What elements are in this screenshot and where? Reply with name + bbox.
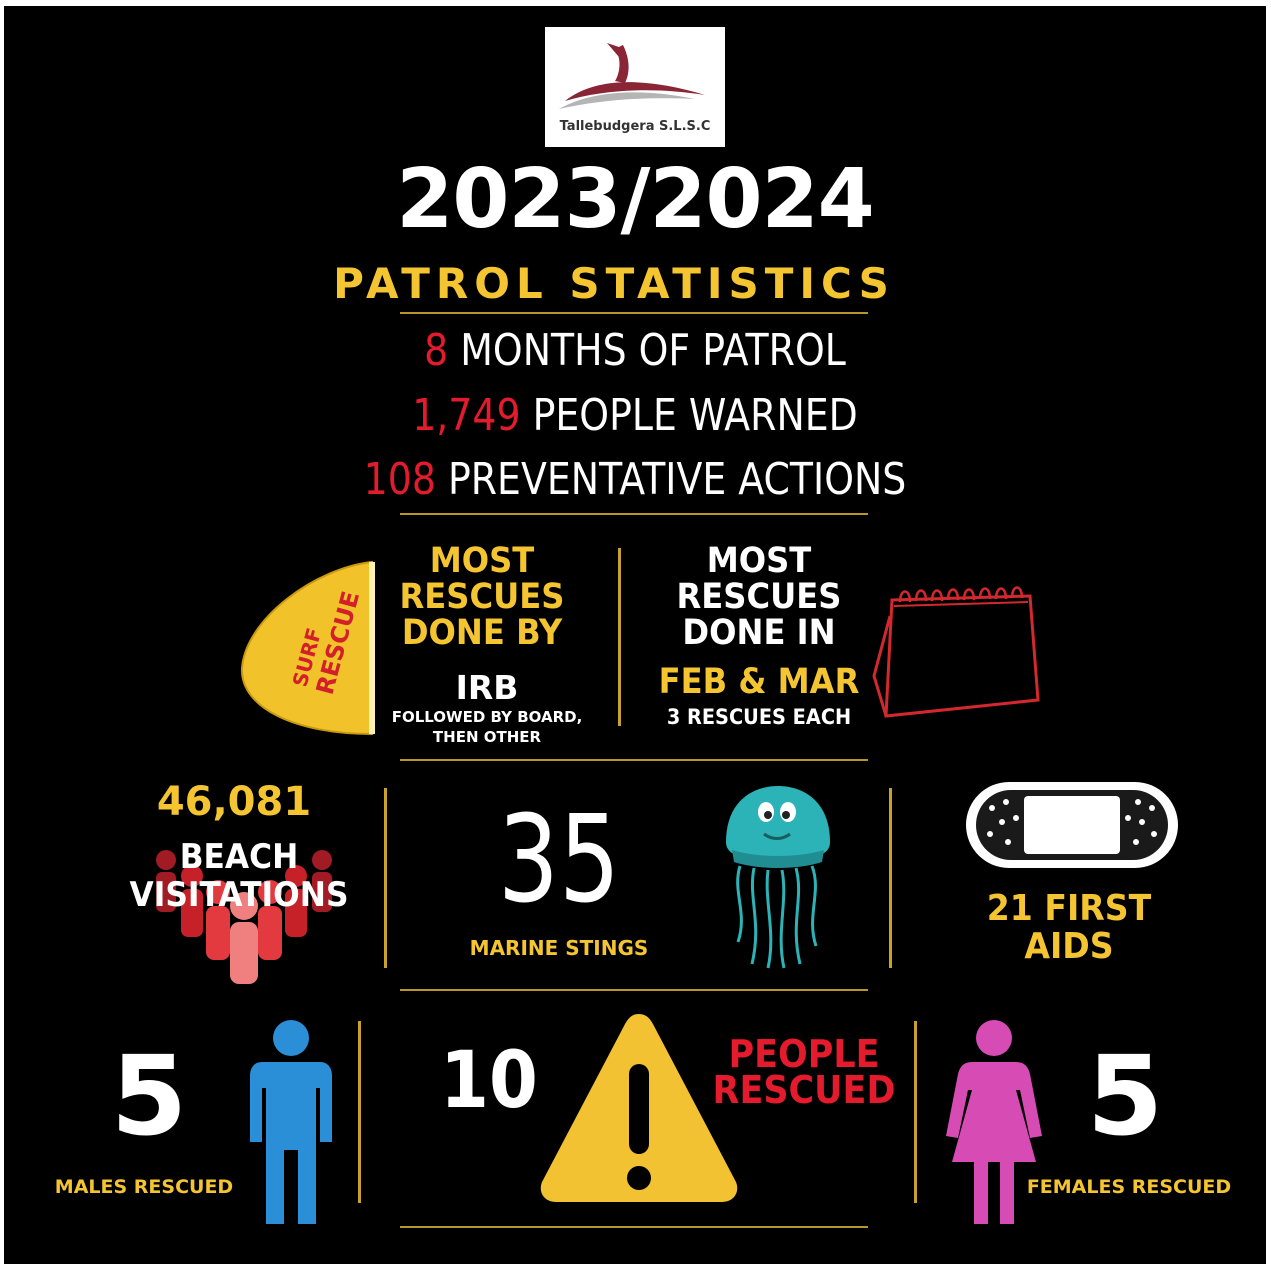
stings-label: MARINE STINGS bbox=[469, 936, 649, 960]
club-logo: Tallebudgera S.L.S.C bbox=[545, 27, 725, 147]
vertical-divider bbox=[358, 1021, 361, 1203]
first-aid-line2: AIDS bbox=[1024, 926, 1114, 967]
males-value: 5 bbox=[110, 1032, 188, 1160]
jellyfish-icon bbox=[726, 786, 830, 969]
first-aid-line1: 21 FIRST bbox=[986, 888, 1152, 929]
vertical-divider bbox=[914, 1021, 917, 1203]
rescued-label: PEOPLE RESCUED bbox=[703, 1032, 905, 1112]
female-figure-icon bbox=[946, 1020, 1042, 1224]
stat-actions-label: PREVENTATIVE ACTIONS bbox=[447, 454, 907, 505]
most-by-line2: RESCUES bbox=[399, 577, 565, 617]
most-in-line1: MOST bbox=[706, 541, 812, 581]
stat-warned-value: 1,749 bbox=[412, 390, 521, 441]
logo-text: Tallebudgera S.L.S.C bbox=[559, 119, 711, 134]
most-by-value: IRB bbox=[455, 668, 519, 707]
females-value: 5 bbox=[1086, 1032, 1164, 1160]
females-label: FEMALES RESCUED bbox=[1026, 1176, 1232, 1198]
stat-months: 8 MONTHS OF PATROL bbox=[377, 324, 893, 378]
vertical-divider bbox=[384, 788, 387, 968]
most-by-note: FOLLOWED BY BOARD, THEN OTHER bbox=[372, 707, 602, 747]
stat-warned: 1,749 PEOPLE WARNED bbox=[377, 389, 893, 443]
most-in-line2: RESCUES bbox=[676, 577, 842, 617]
vertical-divider bbox=[618, 548, 621, 726]
wave-logo-icon bbox=[559, 43, 705, 109]
year-title: 2023/2024 bbox=[396, 152, 874, 247]
beach-label: BEACH VISITATIONS bbox=[124, 838, 354, 914]
stat-months-label: MONTHS OF PATROL bbox=[460, 325, 846, 376]
males-label: MALES RESCUED bbox=[54, 1176, 234, 1198]
rescued-label2: RESCUED bbox=[712, 1068, 896, 1112]
stat-months-value: 8 bbox=[424, 325, 449, 376]
surf-rescue-board-icon: SURF RESCUE bbox=[240, 560, 375, 736]
male-figure-icon bbox=[250, 1020, 332, 1224]
crowd-people-icon bbox=[156, 850, 332, 984]
stat-actions-value: 108 bbox=[363, 454, 436, 505]
divider bbox=[400, 989, 868, 991]
beach-label1: BEACH bbox=[179, 837, 299, 877]
most-by-line1: MOST bbox=[429, 541, 535, 581]
most-in-heading: MOST RESCUES DONE IN bbox=[658, 543, 860, 651]
most-by-line3: DONE BY bbox=[401, 613, 563, 653]
calendar-icon bbox=[872, 586, 1040, 718]
most-by-heading: MOST RESCUES DONE BY bbox=[381, 543, 583, 651]
most-in-note: 3 RESCUES EACH bbox=[666, 705, 852, 729]
stat-actions: 108 PREVENTATIVE ACTIONS bbox=[343, 453, 928, 507]
most-by-note2: THEN OTHER bbox=[432, 728, 542, 746]
vertical-divider bbox=[889, 788, 892, 968]
rescued-label1: PEOPLE bbox=[728, 1032, 880, 1076]
divider bbox=[400, 759, 868, 761]
most-by-note1: FOLLOWED BY BOARD, bbox=[391, 708, 583, 726]
first-aid-label: 21 FIRST AIDS bbox=[959, 890, 1180, 966]
beach-label2: VISITATIONS bbox=[129, 875, 349, 915]
rescued-value: 10 bbox=[440, 1036, 538, 1126]
divider bbox=[400, 1226, 868, 1228]
stings-value: 35 bbox=[497, 791, 621, 930]
divider bbox=[400, 513, 868, 515]
most-in-line3: DONE IN bbox=[682, 613, 836, 653]
most-in-value: FEB & MAR bbox=[658, 662, 860, 702]
divider bbox=[400, 312, 868, 314]
subtitle: PATROL STATISTICS bbox=[333, 259, 895, 308]
warning-triangle-icon bbox=[540, 1014, 738, 1202]
beach-value: 46,081 bbox=[156, 779, 312, 825]
bandage-icon bbox=[966, 782, 1178, 868]
infographic: Tallebudgera S.L.S.C 2023/2024 PATROL ST… bbox=[4, 6, 1266, 1264]
stat-warned-label: PEOPLE WARNED bbox=[532, 390, 858, 441]
